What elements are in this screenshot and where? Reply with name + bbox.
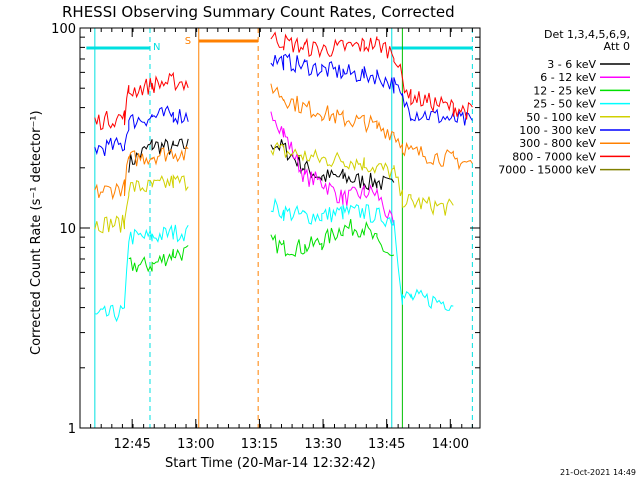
x-tick-label: 13:15	[241, 437, 278, 452]
x-tick-label: 13:45	[368, 437, 405, 452]
legend-label: 7000 - 15000 keV	[498, 164, 596, 177]
legend-label: 25 - 50 keV	[533, 98, 596, 111]
x-axis: 12:45 13:00 13:15 13:30 13:45 14:00	[79, 28, 473, 452]
legend-header-line-1: Det 1,3,4,5,6,9,	[544, 28, 630, 41]
series-line	[94, 145, 189, 201]
x-tick-label: 14:00	[432, 437, 469, 452]
legend-label: 50 - 100 keV	[526, 111, 596, 124]
observing-bars	[86, 39, 473, 50]
series-line	[94, 173, 189, 234]
series-line	[270, 31, 473, 120]
series-line	[270, 52, 473, 126]
x-axis-label: Start Time (20-Mar-14 12:32:42)	[165, 456, 376, 471]
series-line	[94, 224, 189, 323]
series-line	[128, 245, 189, 273]
legend-label: 100 - 300 keV	[519, 124, 596, 137]
saa-annotation: S	[185, 36, 191, 47]
series-line	[94, 105, 189, 157]
legend-label: 300 - 800 keV	[519, 137, 596, 150]
x-tick-label: 13:00	[177, 437, 214, 452]
chart-title: RHESSI Observing Summary Count Rates, Co…	[62, 3, 455, 21]
series-line	[270, 218, 395, 258]
y-tick-label: 100	[51, 22, 76, 37]
legend-header-line-2: Att 0	[604, 40, 630, 53]
legend-label: 12 - 25 keV	[533, 84, 596, 97]
plot-area: 1 10 100 12:45 13:00 13:15 13:30 13:45 14:00	[51, 22, 481, 452]
legend-label: 3 - 6 keV	[547, 58, 596, 71]
legend-label: 800 - 7000 keV	[512, 150, 596, 163]
x-tick-label: 13:30	[304, 437, 341, 452]
y-tick-label: 10	[59, 222, 76, 237]
series-lines	[94, 31, 473, 323]
generation-timestamp: 21-Oct-2021 14:49	[560, 468, 636, 477]
series-line	[270, 111, 395, 226]
series-line	[94, 71, 189, 131]
y-tick-label: 1	[68, 422, 76, 437]
series-line	[270, 83, 473, 171]
y-axis-label: Corrected Count Rate (s⁻¹ detector⁻¹)	[29, 110, 44, 355]
series-line	[270, 197, 454, 311]
y-axis: 1 10 100	[51, 22, 480, 437]
x-tick-label: 12:45	[113, 437, 150, 452]
series-line	[270, 141, 454, 216]
legend-label: 6 - 12 keV	[540, 71, 596, 84]
night-annotation: N	[153, 42, 160, 53]
